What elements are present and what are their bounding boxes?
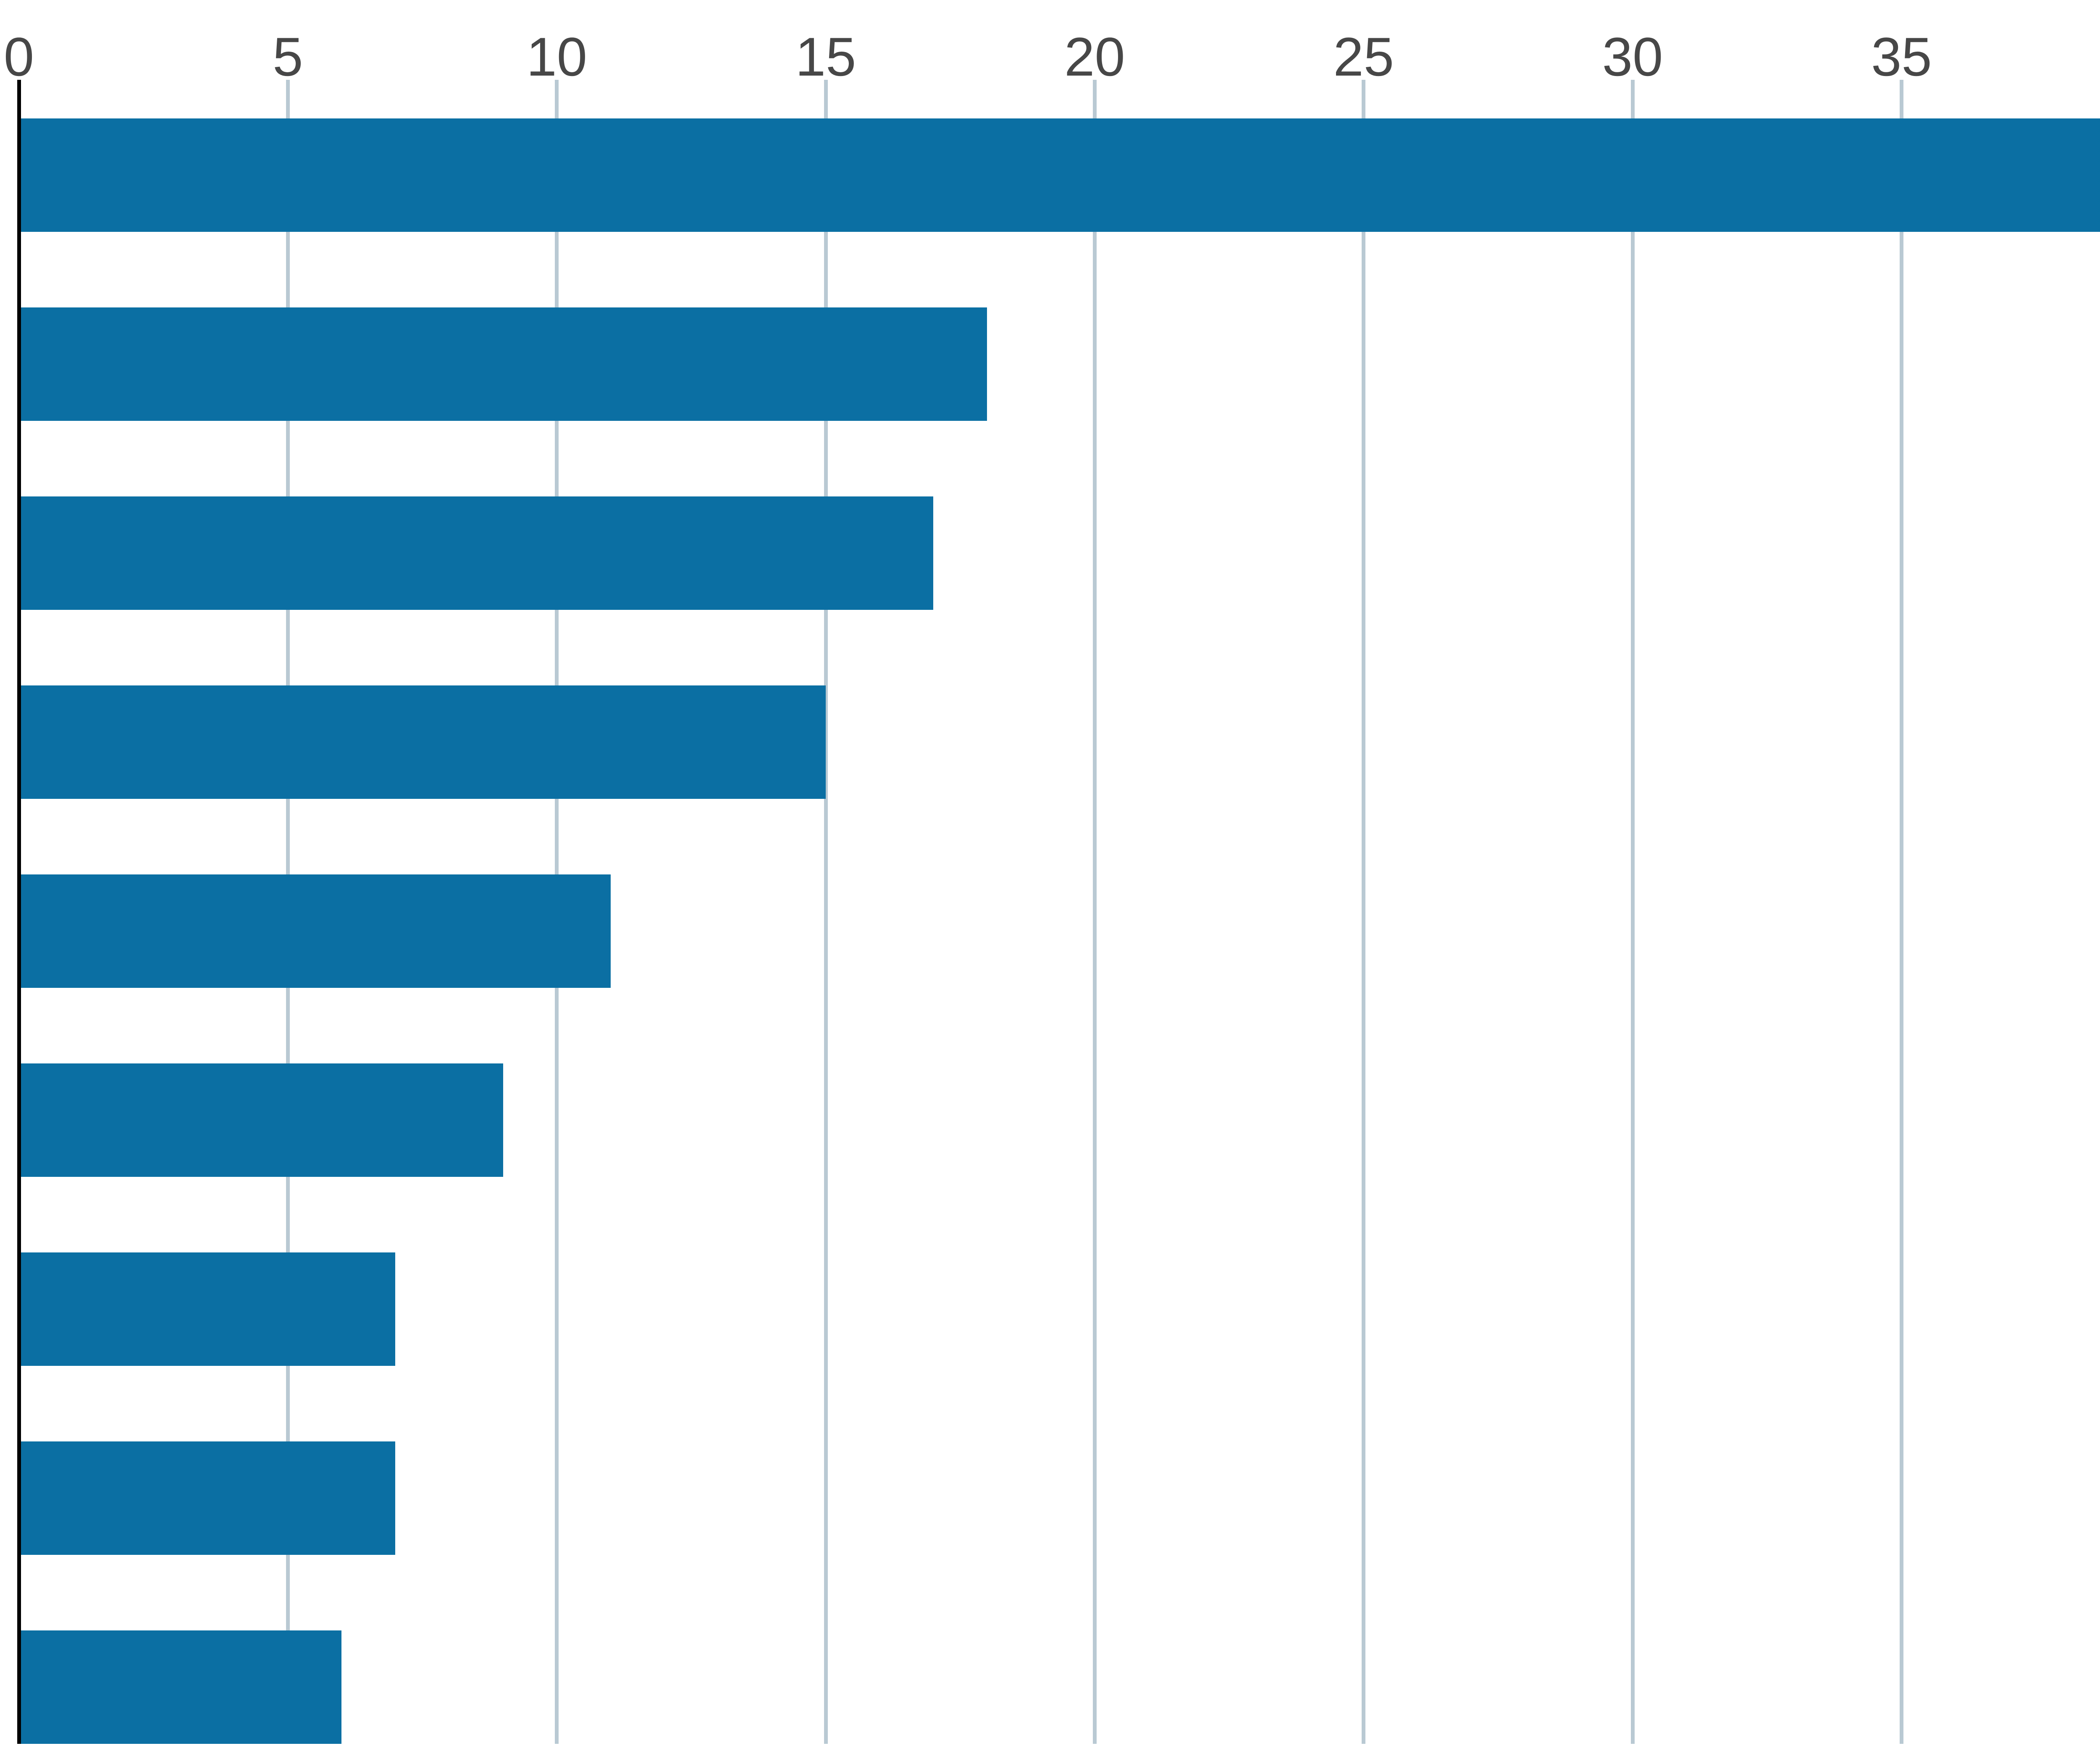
bar-1 <box>21 118 2100 232</box>
bar-2 <box>21 307 987 421</box>
x-tick-label-5: 5 <box>273 26 303 87</box>
gridline-25 <box>1362 80 1366 1744</box>
gridline-20 <box>1092 80 1097 1744</box>
gridline-15 <box>824 80 828 1744</box>
x-tick-label-10: 10 <box>526 26 587 87</box>
bar-7 <box>21 1252 396 1366</box>
zero-axis-line <box>17 80 21 1744</box>
x-tick-label-40: 40 <box>2087 29 2100 84</box>
gridline-35 <box>1899 80 1903 1744</box>
x-tick-label-30: 30 <box>1602 26 1663 87</box>
x-tick-label-20: 20 <box>1064 26 1125 87</box>
bar-8 <box>21 1441 396 1555</box>
bar-9 <box>21 1630 342 1744</box>
x-tick-label-15: 15 <box>795 26 856 87</box>
bar-4 <box>21 685 826 799</box>
x-tick-label-35: 35 <box>1871 26 1932 87</box>
gridline-30 <box>1630 80 1635 1744</box>
bar-5 <box>21 874 611 988</box>
x-tick-label-0: 0 <box>3 26 34 87</box>
bar-3 <box>21 496 934 610</box>
x-tick-label-25: 25 <box>1333 26 1394 87</box>
bar-6 <box>21 1063 503 1177</box>
